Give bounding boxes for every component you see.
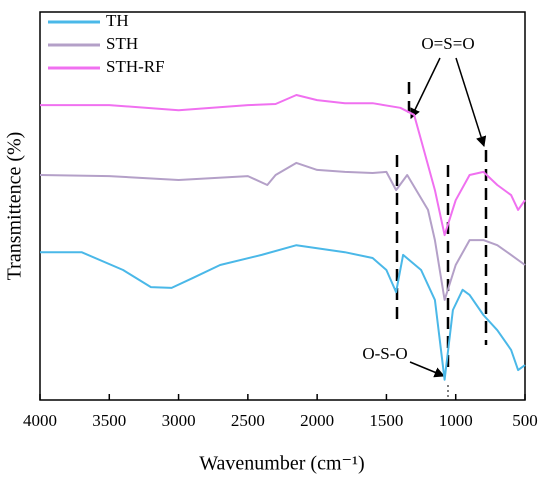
annotation-lines <box>395 82 488 370</box>
y-axis-label: Transmittence (%) <box>4 132 26 281</box>
annotation: O-S-O <box>362 344 407 363</box>
legend-label: STH-RF <box>106 57 165 76</box>
x-tick-label: 3000 <box>162 411 196 430</box>
x-tick-label: 500 <box>512 411 538 430</box>
x-tick-label: 2000 <box>300 411 334 430</box>
x-tick-label: 2500 <box>231 411 265 430</box>
legend-label: STH <box>106 34 138 53</box>
x-tick-label: 1500 <box>369 411 403 430</box>
x-tick-label: 4000 <box>23 411 57 430</box>
x-tick-label: 3500 <box>92 411 126 430</box>
plot-frame <box>39 11 526 401</box>
series-line <box>40 244 526 381</box>
series-line <box>39 161 526 301</box>
series-line <box>40 94 526 237</box>
legend-label: TH <box>106 11 129 30</box>
annotation: O=S=O <box>421 34 474 53</box>
x-tick-label: 1000 <box>439 411 473 430</box>
annotation-arrows <box>409 57 487 378</box>
x-axis-label: Wavenumber (cm⁻¹) <box>199 453 364 475</box>
